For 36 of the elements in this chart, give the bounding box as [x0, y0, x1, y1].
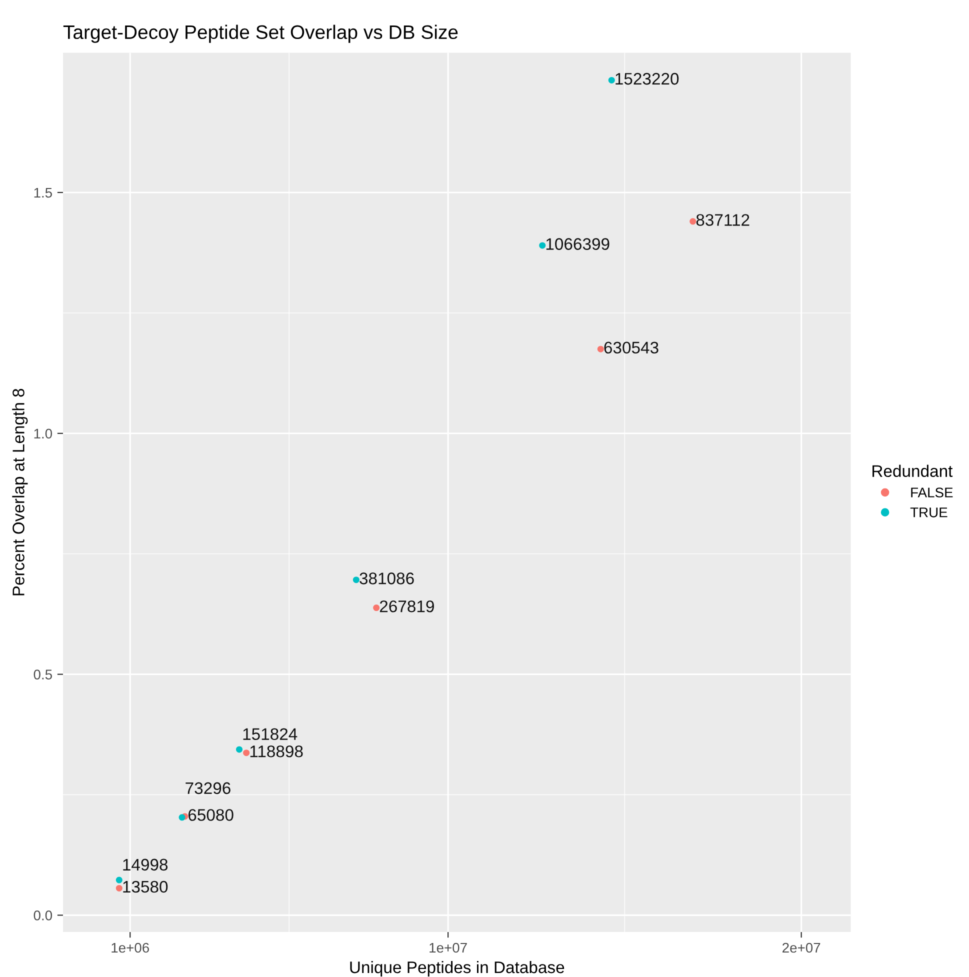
chart-title: Target-Decoy Peptide Set Overlap vs DB Size — [63, 24, 458, 43]
y-tick-label: 1.5 — [34, 188, 52, 198]
point — [690, 218, 696, 225]
annotation: 1066399 — [546, 238, 610, 250]
annotation: 267819 — [380, 600, 434, 612]
y-tick-label: 1.0 — [34, 428, 52, 439]
legend-label: TRUE — [910, 508, 948, 518]
x-axis-title: Unique Peptides in Database — [350, 960, 564, 977]
annotation: 381086 — [360, 572, 414, 584]
y-tick-label: 0.5 — [34, 670, 52, 680]
annotation: 151824 — [243, 728, 298, 740]
annotation: 630543 — [604, 342, 658, 354]
x-tick-label: 2e+07 — [782, 942, 820, 953]
legend-label: FALSE — [911, 488, 953, 498]
point — [608, 76, 615, 84]
point — [352, 576, 360, 584]
annotation: 65080 — [188, 809, 234, 821]
annotation: 14998 — [123, 858, 168, 871]
y-tick-label: 0.0 — [34, 910, 52, 920]
point — [178, 814, 186, 821]
point — [597, 346, 604, 352]
annotation: 73296 — [186, 782, 230, 794]
point — [116, 884, 122, 892]
point — [236, 746, 243, 753]
legend-title: Redundant — [872, 464, 953, 477]
x-tick-label: 1e+07 — [430, 942, 467, 953]
point — [373, 604, 380, 612]
x-tick-label: 1e+06 — [112, 942, 149, 953]
point — [539, 242, 546, 249]
point — [243, 750, 250, 756]
y-axis-title: Percent Overlap at Length 8 — [12, 388, 28, 596]
annotation: 1523220 — [616, 72, 679, 85]
annotation: 118898 — [250, 745, 303, 758]
annotation: 13580 — [123, 880, 168, 893]
point — [116, 876, 122, 884]
annotation: 837112 — [696, 214, 750, 226]
